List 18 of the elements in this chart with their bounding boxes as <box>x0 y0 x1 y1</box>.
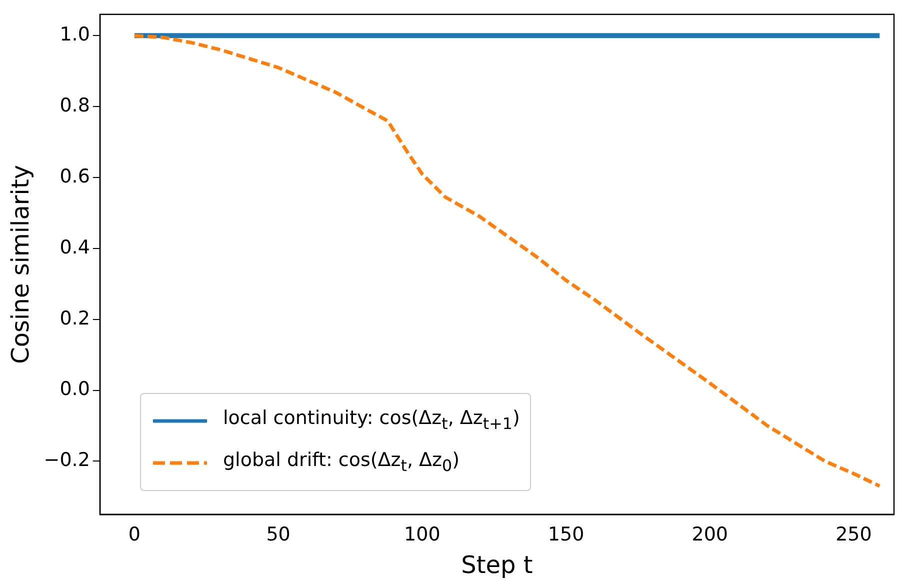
x-tick-label: 0 <box>128 524 141 546</box>
y-tick-label: 0.6 <box>60 165 90 188</box>
x-tick-label: 100 <box>404 524 440 546</box>
y-axis-title: Cosine similarity <box>6 164 35 364</box>
x-tick-label: 150 <box>548 524 584 546</box>
y-tick-label: 0.4 <box>60 236 90 258</box>
legend-label: global drift: cos(Δz$_{t}$, Δz$_{0}$) <box>223 448 460 477</box>
x-tick-label: 200 <box>692 524 728 546</box>
y-tick-label: 0.8 <box>60 94 90 117</box>
x-axis-title: Step t <box>461 550 533 579</box>
y-tick-label: 1.0 <box>60 24 90 46</box>
y-tick-label: 0.0 <box>60 378 90 400</box>
x-tick-label: 50 <box>266 524 290 546</box>
line-series <box>132 34 882 488</box>
legend-label: local continuity: cos(Δz$_{t}$, Δz$_{t+1}$) <box>223 406 520 436</box>
x-tick-label: 250 <box>836 524 872 546</box>
y-tick-label: −0.2 <box>44 449 90 472</box>
y-tick-label: 0.2 <box>60 307 90 330</box>
